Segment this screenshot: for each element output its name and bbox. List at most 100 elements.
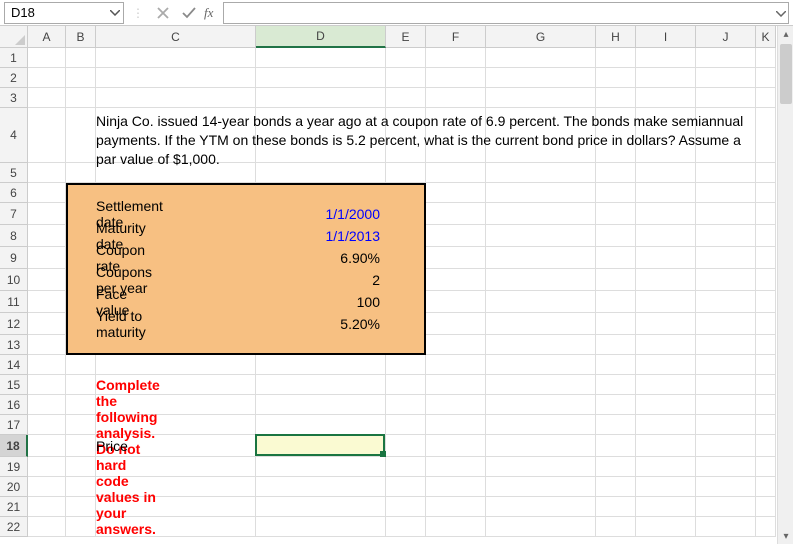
- cell-J1[interactable]: [696, 48, 756, 68]
- cell-G15[interactable]: [486, 375, 596, 395]
- cell-J11[interactable]: [696, 291, 756, 313]
- cell-C1[interactable]: [96, 48, 256, 68]
- cell-A17[interactable]: [28, 415, 66, 435]
- cell-A19[interactable]: [28, 457, 66, 477]
- cell-E1[interactable]: [386, 48, 426, 68]
- cell-I7[interactable]: [636, 203, 696, 225]
- column-header-H[interactable]: H: [596, 26, 636, 48]
- cell-G18[interactable]: [486, 435, 596, 457]
- cell-D19[interactable]: [256, 457, 386, 477]
- cell-C3[interactable]: [96, 88, 256, 108]
- cell-E18[interactable]: [386, 435, 426, 457]
- row-header-5[interactable]: 5: [0, 163, 28, 183]
- cell-C14[interactable]: [96, 355, 256, 375]
- cell-I1[interactable]: [636, 48, 696, 68]
- row-header-1[interactable]: 1: [0, 48, 28, 68]
- cell-D20[interactable]: [256, 477, 386, 497]
- cell-B4[interactable]: [66, 108, 96, 163]
- cell-H7[interactable]: [596, 203, 636, 225]
- cell-E17[interactable]: [386, 415, 426, 435]
- cell-F13[interactable]: [426, 335, 486, 355]
- cell-K5[interactable]: [756, 163, 776, 183]
- cell-J15[interactable]: [696, 375, 756, 395]
- cell-K8[interactable]: [756, 225, 776, 247]
- cell-H11[interactable]: [596, 291, 636, 313]
- cell-F15[interactable]: [426, 375, 486, 395]
- cell-G19[interactable]: [486, 457, 596, 477]
- cell-G20[interactable]: [486, 477, 596, 497]
- cell-D2[interactable]: [256, 68, 386, 88]
- cell-B22[interactable]: [66, 517, 96, 537]
- cell-I8[interactable]: [636, 225, 696, 247]
- row-header-17[interactable]: 17: [0, 415, 28, 435]
- cell-A5[interactable]: [28, 163, 66, 183]
- cell-A2[interactable]: [28, 68, 66, 88]
- cell-K2[interactable]: [756, 68, 776, 88]
- cell-B17[interactable]: [66, 415, 96, 435]
- cell-G10[interactable]: [486, 269, 596, 291]
- column-header-B[interactable]: B: [66, 26, 96, 48]
- cell-H20[interactable]: [596, 477, 636, 497]
- row-header-21[interactable]: 21: [0, 497, 28, 517]
- column-header-D[interactable]: D: [256, 26, 386, 48]
- row-header-22[interactable]: 22: [0, 517, 28, 537]
- cell-I9[interactable]: [636, 247, 696, 269]
- cell-G6[interactable]: [486, 183, 596, 203]
- cell-H17[interactable]: [596, 415, 636, 435]
- cell-A21[interactable]: [28, 497, 66, 517]
- row-header-6[interactable]: 6: [0, 183, 28, 203]
- cell-K7[interactable]: [756, 203, 776, 225]
- scroll-up-icon[interactable]: ▴: [778, 26, 793, 42]
- cell-E2[interactable]: [386, 68, 426, 88]
- cell-A15[interactable]: [28, 375, 66, 395]
- cell-F11[interactable]: [426, 291, 486, 313]
- cell-H1[interactable]: [596, 48, 636, 68]
- cell-J22[interactable]: [696, 517, 756, 537]
- cell-A20[interactable]: [28, 477, 66, 497]
- cell-G17[interactable]: [486, 415, 596, 435]
- cell-A3[interactable]: [28, 88, 66, 108]
- row-header-2[interactable]: 2: [0, 68, 28, 88]
- row-header-9[interactable]: 9: [0, 247, 28, 269]
- fx-icon[interactable]: fx: [204, 5, 213, 21]
- cell-J9[interactable]: [696, 247, 756, 269]
- cell-K19[interactable]: [756, 457, 776, 477]
- cell-I10[interactable]: [636, 269, 696, 291]
- cell-J21[interactable]: [696, 497, 756, 517]
- cell-D14[interactable]: [256, 355, 386, 375]
- cell-F12[interactable]: [426, 313, 486, 335]
- cell-A22[interactable]: [28, 517, 66, 537]
- scroll-thumb[interactable]: [780, 44, 792, 104]
- column-header-A[interactable]: A: [28, 26, 66, 48]
- cell-I12[interactable]: [636, 313, 696, 335]
- cell-K17[interactable]: [756, 415, 776, 435]
- cell-K15[interactable]: [756, 375, 776, 395]
- cell-G21[interactable]: [486, 497, 596, 517]
- cell-E19[interactable]: [386, 457, 426, 477]
- cell-J2[interactable]: [696, 68, 756, 88]
- cell-K16[interactable]: [756, 395, 776, 415]
- scroll-down-icon[interactable]: ▾: [778, 528, 793, 544]
- row-header-15[interactable]: 15: [0, 375, 28, 395]
- cell-F21[interactable]: [426, 497, 486, 517]
- cell-C2[interactable]: [96, 68, 256, 88]
- cell-B1[interactable]: [66, 48, 96, 68]
- cell-F8[interactable]: [426, 225, 486, 247]
- cell-G13[interactable]: [486, 335, 596, 355]
- cell-B3[interactable]: [66, 88, 96, 108]
- cell-F2[interactable]: [426, 68, 486, 88]
- cell-K22[interactable]: [756, 517, 776, 537]
- row-header-10[interactable]: 10: [0, 269, 28, 291]
- cell-H22[interactable]: [596, 517, 636, 537]
- cell-A9[interactable]: [28, 247, 66, 269]
- cell-K9[interactable]: [756, 247, 776, 269]
- cell-G3[interactable]: [486, 88, 596, 108]
- cell-F14[interactable]: [426, 355, 486, 375]
- cell-J17[interactable]: [696, 415, 756, 435]
- cell-J19[interactable]: [696, 457, 756, 477]
- row-header-19[interactable]: 19: [0, 457, 28, 477]
- cell-G8[interactable]: [486, 225, 596, 247]
- cell-A16[interactable]: [28, 395, 66, 415]
- cell-H13[interactable]: [596, 335, 636, 355]
- cell-J20[interactable]: [696, 477, 756, 497]
